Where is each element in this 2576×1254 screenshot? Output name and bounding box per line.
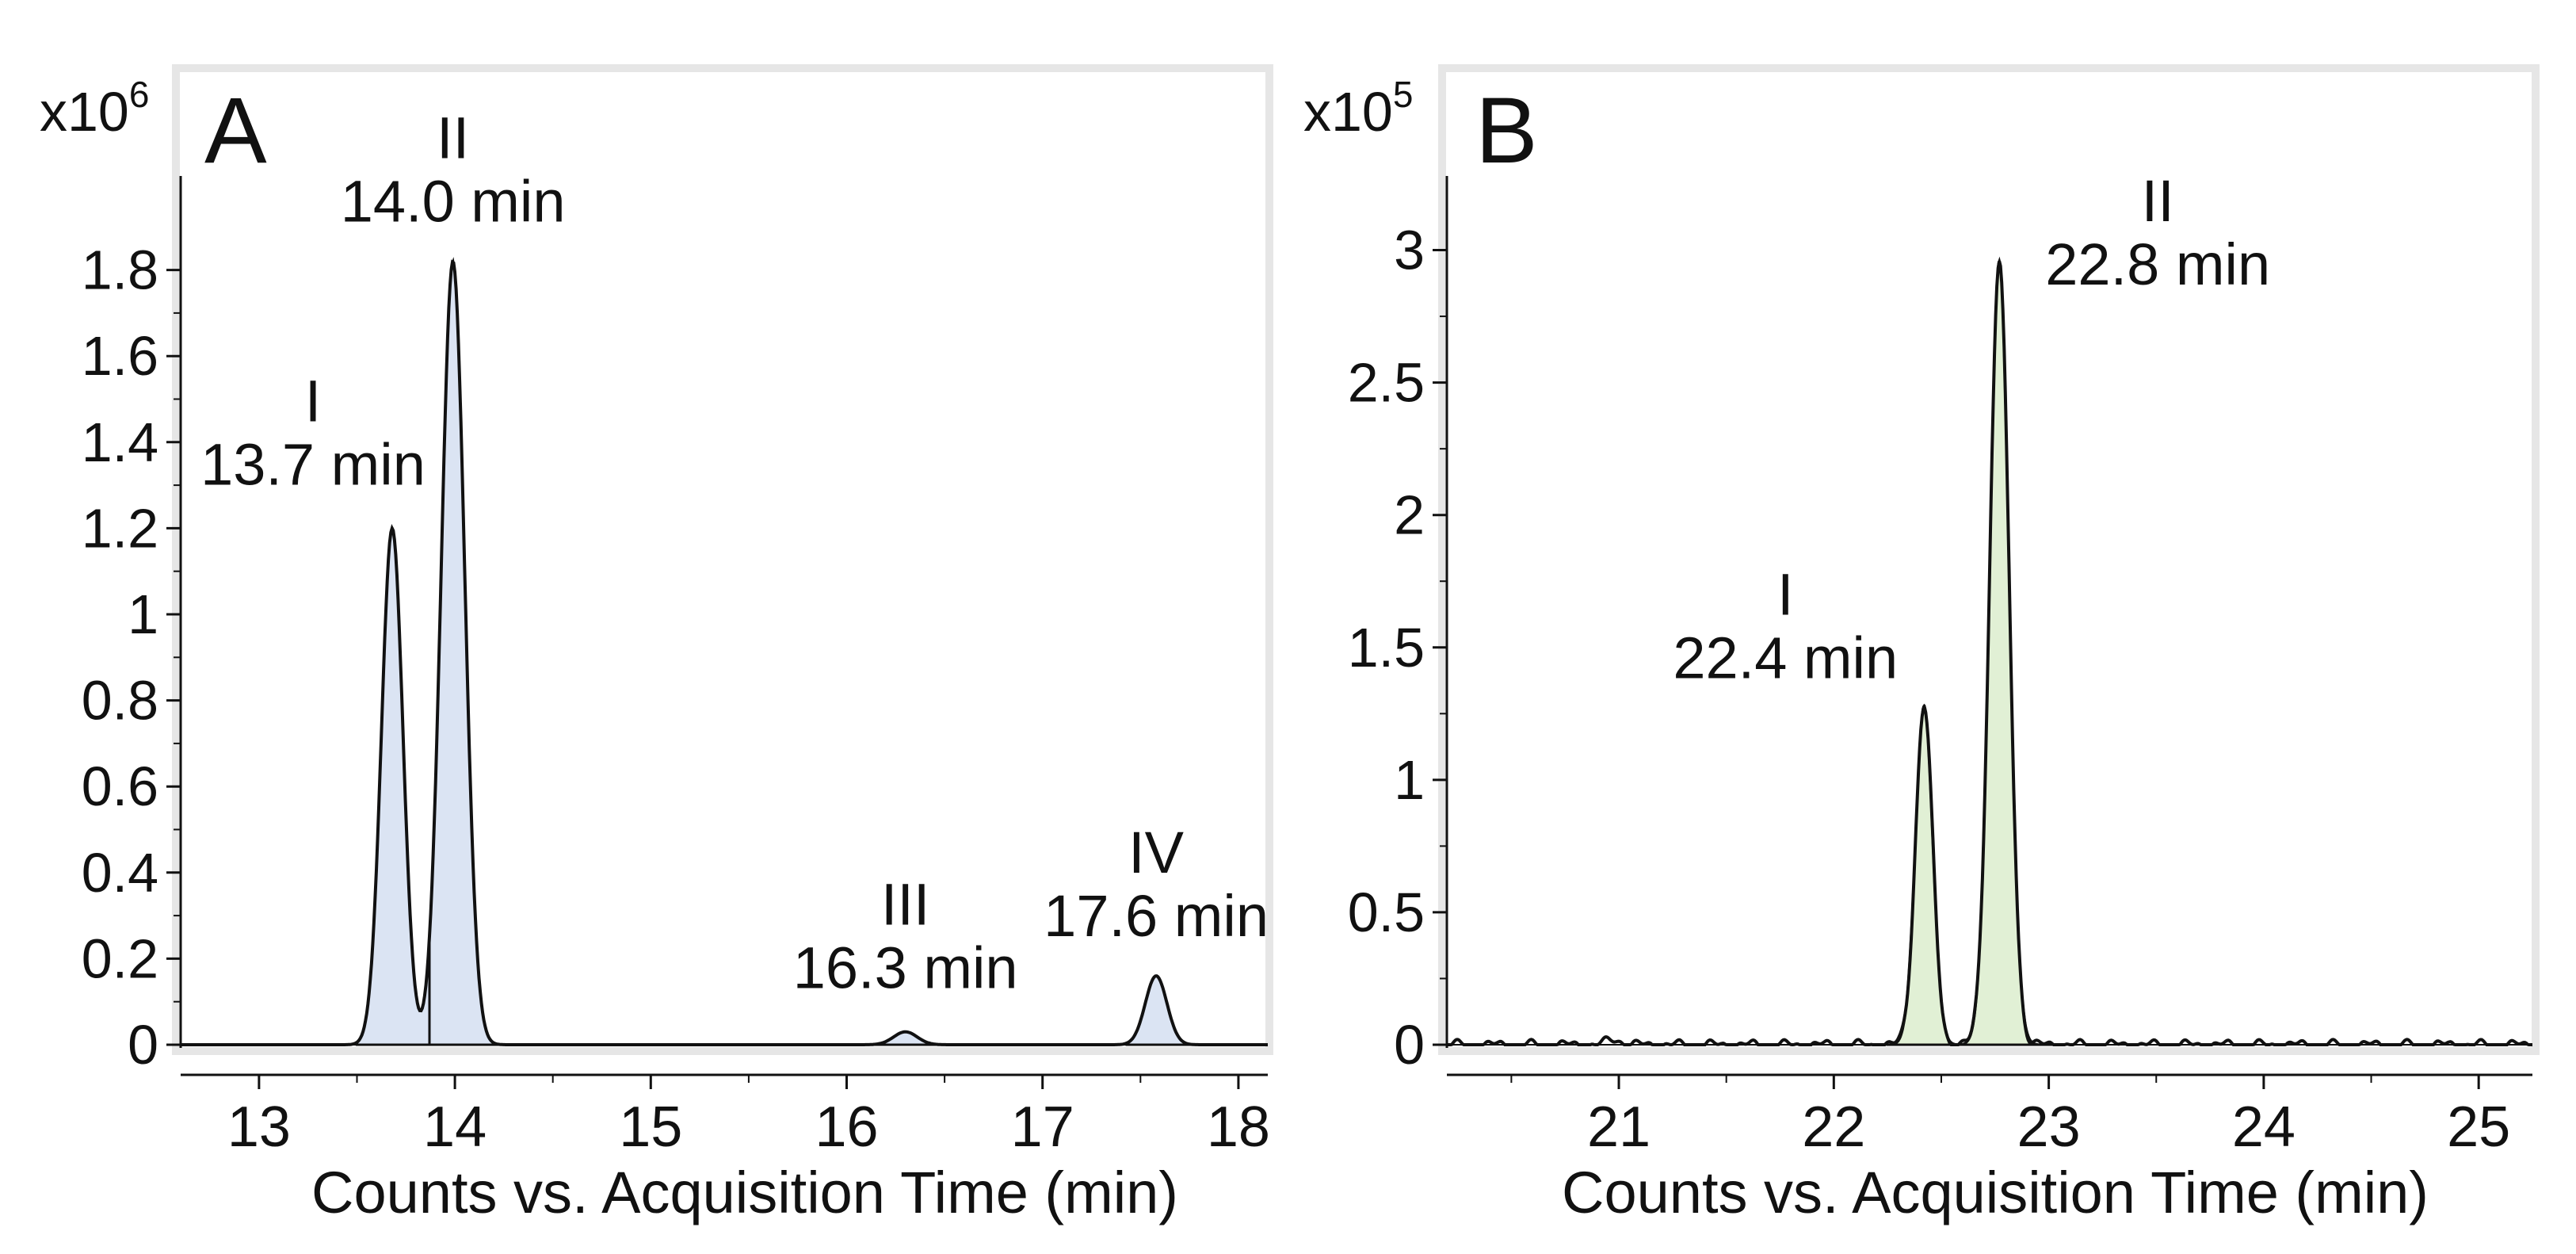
panel-b-frame bbox=[1438, 64, 2540, 1055]
y-tick-label: 2 bbox=[1394, 484, 1425, 546]
x-tick-label: 24 bbox=[2232, 1095, 2296, 1159]
peak-label-II: II bbox=[2142, 168, 2174, 234]
panel-a-trace bbox=[181, 259, 1268, 1046]
panel-a-x-axis-label: Counts vs. Acquisition Time (min) bbox=[311, 1160, 1178, 1225]
x-tick-label: 18 bbox=[1207, 1095, 1270, 1159]
panel-b-letter: B bbox=[1475, 78, 1538, 183]
panel-a-x-axis: 13 14 15 16 17 18 bbox=[181, 1044, 1270, 1159]
y-tick-label: 1.8 bbox=[82, 239, 158, 301]
y-tick-label: 1.2 bbox=[82, 497, 158, 559]
panel-b-x-axis: 21 22 23 24 25 bbox=[1447, 1044, 2532, 1159]
y-tick-label: 1.4 bbox=[82, 411, 158, 473]
y-tick-label: 2.5 bbox=[1348, 352, 1425, 414]
panel-a-y-axis: 0 0.2 0.4 0.6 0.8 1 1.2 1.4 1.6 1.8 bbox=[82, 176, 182, 1076]
panel-b-trace bbox=[1447, 261, 2532, 1047]
panel-b-y-axis: 0 0.5 1 1.5 2 2.5 3 bbox=[1348, 176, 1448, 1076]
x-tick-label: 14 bbox=[423, 1095, 487, 1159]
peak-rt-label: 22.4 min bbox=[1673, 625, 1898, 690]
panel-b-multiplier: x105 bbox=[1303, 74, 1413, 143]
y-tick-label: 0.6 bbox=[82, 755, 158, 817]
y-tick-label: 1.6 bbox=[82, 325, 158, 387]
y-tick-label: 1.5 bbox=[1348, 617, 1425, 679]
y-tick-label: 1 bbox=[1394, 749, 1425, 811]
peak-area-II bbox=[428, 257, 608, 1046]
y-tick-label: 0 bbox=[1394, 1014, 1425, 1076]
panel-a: A x106 0 0.2 0.4 0.6 0.8 1 1.2 1.4 1.6 1.8 13 14 15… bbox=[40, 64, 1273, 1225]
y-tick-label: 0.2 bbox=[82, 927, 158, 989]
peak-rt-label: 13.7 min bbox=[200, 431, 426, 497]
panel-b: B x105 0 0.5 1 1.5 2 2.5 3 21 22 23 24 25 I22.4 mi… bbox=[1303, 64, 2540, 1225]
x-tick-label: 17 bbox=[1011, 1095, 1074, 1159]
y-tick-label: 3 bbox=[1394, 220, 1425, 281]
x-tick-label: 23 bbox=[2017, 1095, 2081, 1159]
peak-rt-label: 22.8 min bbox=[2045, 231, 2270, 297]
panel-b-x-axis-label: Counts vs. Acquisition Time (min) bbox=[1562, 1160, 2429, 1225]
y-tick-label: 1 bbox=[128, 583, 158, 645]
y-tick-label: 0.4 bbox=[82, 842, 158, 904]
x-tick-label: 13 bbox=[227, 1095, 291, 1159]
panel-a-letter: A bbox=[204, 78, 267, 183]
peak-rt-label: 17.6 min bbox=[1044, 883, 1269, 949]
peak-label-I: I bbox=[305, 368, 322, 434]
y-tick-label: 0.5 bbox=[1348, 881, 1425, 943]
peak-label-I: I bbox=[1777, 561, 1794, 627]
panel-a-multiplier: x106 bbox=[40, 74, 149, 143]
x-tick-label: 21 bbox=[1587, 1095, 1651, 1159]
peak-area-I bbox=[1886, 703, 1962, 1046]
x-tick-label: 22 bbox=[1802, 1095, 1865, 1159]
panel-a-frame bbox=[172, 64, 1273, 1055]
peak-rt-label: 14.0 min bbox=[341, 169, 566, 235]
y-tick-label: 0.8 bbox=[82, 670, 158, 732]
peak-area-I bbox=[356, 526, 431, 1046]
peak-rt-label: 16.3 min bbox=[793, 935, 1018, 1001]
y-tick-label: 0 bbox=[128, 1014, 158, 1076]
peak-label-IV: IV bbox=[1128, 820, 1185, 885]
peak-label-II: II bbox=[437, 105, 469, 171]
x-tick-label: 15 bbox=[619, 1095, 682, 1159]
x-tick-label: 16 bbox=[815, 1095, 878, 1159]
peak-label-III: III bbox=[881, 872, 930, 938]
x-tick-label: 25 bbox=[2447, 1095, 2510, 1159]
